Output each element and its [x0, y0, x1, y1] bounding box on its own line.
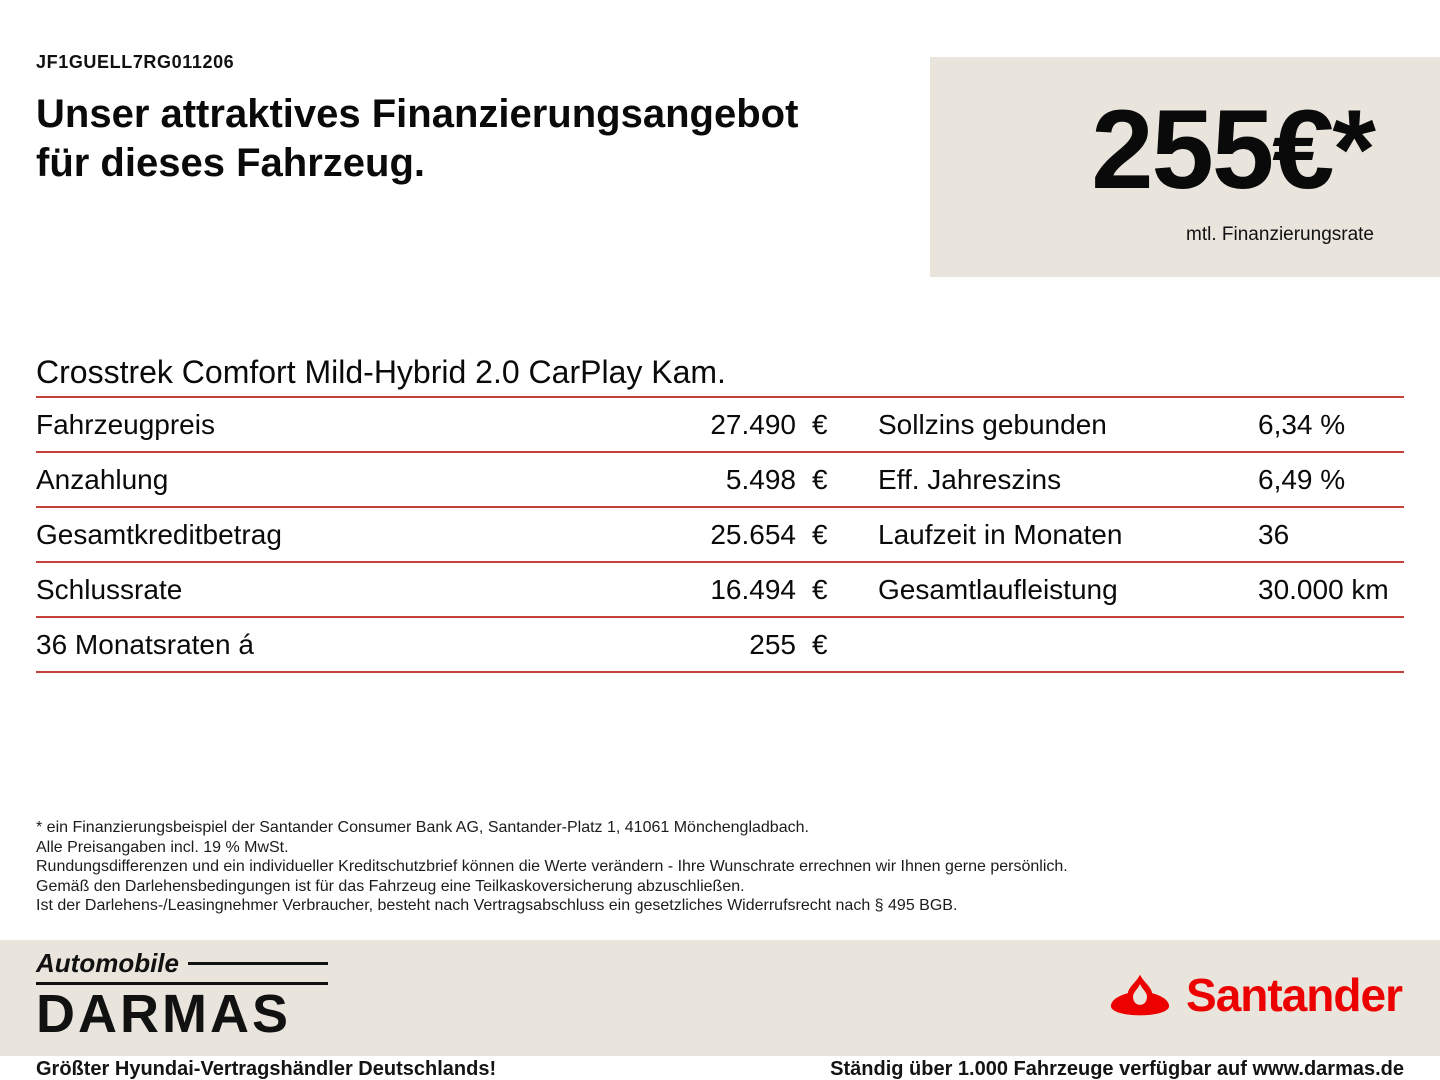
headline-line2: für dieses Fahrzeug.: [36, 141, 425, 185]
table-row: Gesamtkreditbetrag 25.654 € Laufzeit in …: [36, 508, 1404, 563]
row-unit-left: €: [812, 463, 828, 495]
row-unit-left: €: [812, 408, 828, 440]
legal-footnotes: * ein Finanzierungsbeispiel der Santande…: [36, 818, 1404, 916]
table-row: Schlussrate 16.494 € Gesamtlaufleistung …: [36, 563, 1404, 618]
row-label-right: Eff. Jahreszins: [878, 463, 1062, 495]
footnote-line: Gemäß den Darlehensbedingungen ist für d…: [36, 877, 745, 895]
row-value-right: 6,49 %: [1258, 463, 1346, 495]
row-label-left: 36 Monatsraten á: [36, 628, 254, 660]
row-label-left: Fahrzeugpreis: [36, 408, 215, 440]
table-row: Fahrzeugpreis 27.490 € Sollzins gebunden…: [36, 398, 1404, 453]
footnote-line: * ein Finanzierungsbeispiel der Santande…: [36, 819, 809, 836]
monthly-rate-caption: mtl. Finanzierungsrate: [1186, 224, 1374, 245]
row-label-right: Gesamtlaufleistung: [878, 573, 1118, 605]
darmas-logo: Automobile DARMAS: [36, 948, 328, 1043]
row-label-right: Laufzeit in Monaten: [878, 518, 1123, 550]
darmas-logo-rule: [188, 962, 328, 965]
row-unit-left: €: [812, 628, 828, 660]
vehicle-title: Crosstrek Comfort Mild-Hybrid 2.0 CarPla…: [36, 352, 1404, 398]
vin-number: JF1GUELL7RG011206: [36, 52, 235, 72]
monthly-rate-box: 255€* mtl. Finanzierungsrate: [930, 57, 1440, 277]
row-value-left: 25.654: [710, 518, 796, 550]
page-title: Unser attraktives Finanzierungsangebot f…: [36, 90, 798, 188]
row-value-left: 16.494: [710, 573, 796, 605]
row-value-left: 27.490: [710, 408, 796, 440]
darmas-logo-top: Automobile: [36, 948, 328, 985]
row-label-left: Anzahlung: [36, 463, 169, 495]
row-value-right: 36: [1258, 518, 1290, 550]
footer-logo-band: [0, 940, 1440, 1056]
darmas-logo-wordmark: DARMAS: [36, 984, 291, 1044]
monthly-rate-value: 255€*: [1091, 87, 1376, 212]
footer-tagline-right: Ständig über 1.000 Fahrzeuge verfügbar a…: [830, 1058, 1404, 1080]
footer-taglines: Größter Hyundai-Vertragshändler Deutschl…: [36, 1058, 1404, 1080]
footnote-line: Ist der Darlehens-/Leasingnehmer Verbrau…: [36, 897, 958, 914]
row-value-right: 6,34 %: [1258, 408, 1346, 440]
row-value-right: 30.000 km: [1258, 573, 1389, 605]
row-unit-left: €: [812, 518, 828, 550]
santander-logo: Santander: [1108, 968, 1403, 1022]
darmas-logo-automobile: Automobile: [36, 948, 179, 978]
footnote-line: Rundungsdifferenzen und ein individuelle…: [36, 858, 1068, 875]
footer-tagline-left: Größter Hyundai-Vertragshändler Deutschl…: [36, 1058, 497, 1080]
santander-flame-icon: [1110, 974, 1170, 1016]
financing-table: Crosstrek Comfort Mild-Hybrid 2.0 CarPla…: [36, 352, 1404, 673]
row-value-left: 5.498: [725, 463, 796, 495]
row-label-right: Sollzins gebunden: [878, 408, 1107, 440]
row-unit-left: €: [812, 573, 828, 605]
table-row: Anzahlung 5.498 € Eff. Jahreszins 6,49 %: [36, 453, 1404, 508]
row-value-left: 255: [749, 628, 796, 660]
row-label-left: Schlussrate: [36, 573, 183, 605]
santander-wordmark: Santander: [1186, 969, 1403, 1021]
table-row: 36 Monatsraten á 255 €: [36, 618, 1404, 673]
row-label-left: Gesamtkreditbetrag: [36, 518, 282, 550]
footnote-line: Alle Preisangaben incl. 19 % MwSt.: [36, 838, 289, 856]
headline-line1: Unser attraktives Finanzierungsangebot: [36, 92, 799, 136]
